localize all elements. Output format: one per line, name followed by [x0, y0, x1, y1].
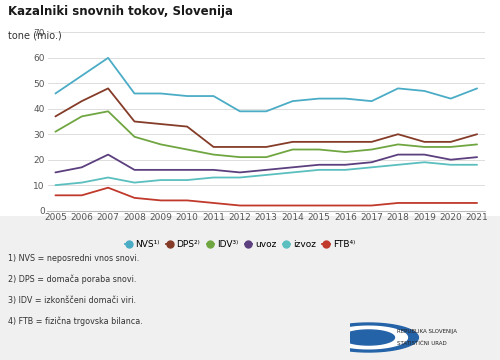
Text: Kazalniki snovnih tokov, Slovenija: Kazalniki snovnih tokov, Slovenija [8, 5, 232, 18]
Text: REPUBLIKA SLOVENIJA: REPUBLIKA SLOVENIJA [397, 329, 457, 334]
Text: 1) NVS = neposredni vnos snovi.: 1) NVS = neposredni vnos snovi. [8, 254, 139, 263]
Text: tone (mio.): tone (mio.) [8, 31, 61, 41]
Polygon shape [330, 326, 407, 349]
Text: 3) IDV = izkonščeni domači viri.: 3) IDV = izkonščeni domači viri. [8, 296, 136, 305]
Text: STATISTIČNI URAD: STATISTIČNI URAD [397, 341, 447, 346]
Polygon shape [342, 330, 394, 345]
Text: 4) FTB = fizična trgovska bilanca.: 4) FTB = fizična trgovska bilanca. [8, 316, 142, 326]
Legend: NVS¹⁾, DPS²⁾, IDV³⁾, uvoz, izvoz, FTB⁴⁾: NVS¹⁾, DPS²⁾, IDV³⁾, uvoz, izvoz, FTB⁴⁾ [122, 237, 358, 253]
Text: 2) DPS = domača poraba snovi.: 2) DPS = domača poraba snovi. [8, 275, 136, 284]
Polygon shape [318, 323, 418, 352]
